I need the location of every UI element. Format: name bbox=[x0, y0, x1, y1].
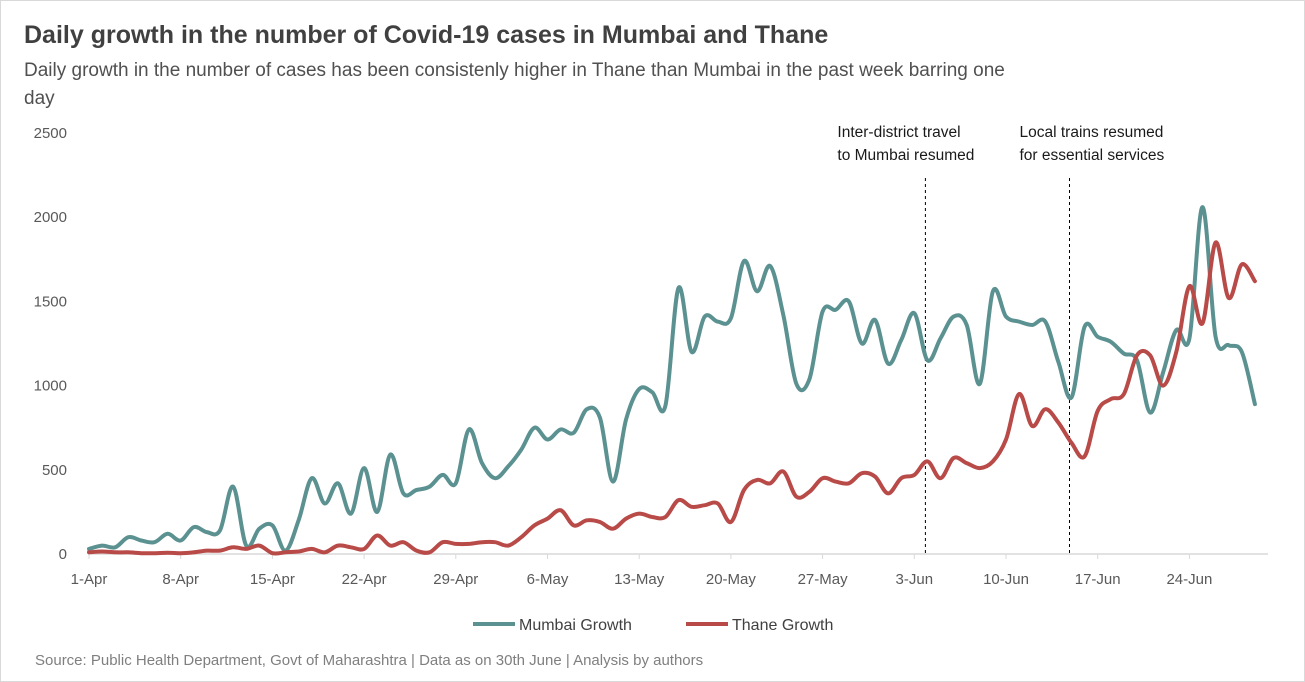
x-tick-label: 3-Jun bbox=[896, 571, 934, 588]
thane-growth-line bbox=[87, 240, 1257, 556]
x-tick-label: 20-May bbox=[706, 571, 757, 588]
legend-label: Mumbai Growth bbox=[519, 617, 632, 634]
x-tick-label: 8-Apr bbox=[162, 571, 199, 588]
chart-title: Daily growth in the number of Covid-19 c… bbox=[24, 21, 829, 49]
event-annotation-label: for essential services bbox=[1020, 147, 1165, 164]
y-tick-label: 2000 bbox=[34, 209, 67, 226]
y-tick-label: 2500 bbox=[34, 125, 67, 142]
x-tick-label: 29-Apr bbox=[433, 571, 478, 588]
y-tick-label: 0 bbox=[59, 546, 67, 563]
x-tick-label: 24-Jun bbox=[1166, 571, 1212, 588]
y-tick-label: 500 bbox=[42, 462, 67, 479]
chart-subtitle: Daily growth in the number of cases has … bbox=[24, 60, 1005, 109]
x-tick-label: 27-May bbox=[798, 571, 849, 588]
x-tick-label: 15-Apr bbox=[250, 571, 295, 588]
x-tick-label: 13-May bbox=[614, 571, 665, 588]
event-annotation-label: Inter-district travel bbox=[837, 124, 960, 141]
source-note: Source: Public Health Department, Govt o… bbox=[35, 652, 704, 669]
legend-label: Thane Growth bbox=[732, 617, 833, 634]
x-tick-label: 17-Jun bbox=[1075, 571, 1121, 588]
y-tick-label: 1000 bbox=[34, 378, 67, 395]
x-tick-label: 22-Apr bbox=[342, 571, 387, 588]
y-tick-label: 1500 bbox=[34, 293, 67, 310]
event-annotation-label: Local trains resumed bbox=[1020, 124, 1164, 141]
mumbai-growth-line bbox=[87, 205, 1257, 553]
x-tick-label: 10-Jun bbox=[983, 571, 1029, 588]
x-tick-label: 1-Apr bbox=[71, 571, 108, 588]
event-annotation-label: to Mumbai resumed bbox=[837, 147, 974, 164]
x-tick-label: 6-May bbox=[527, 571, 569, 588]
